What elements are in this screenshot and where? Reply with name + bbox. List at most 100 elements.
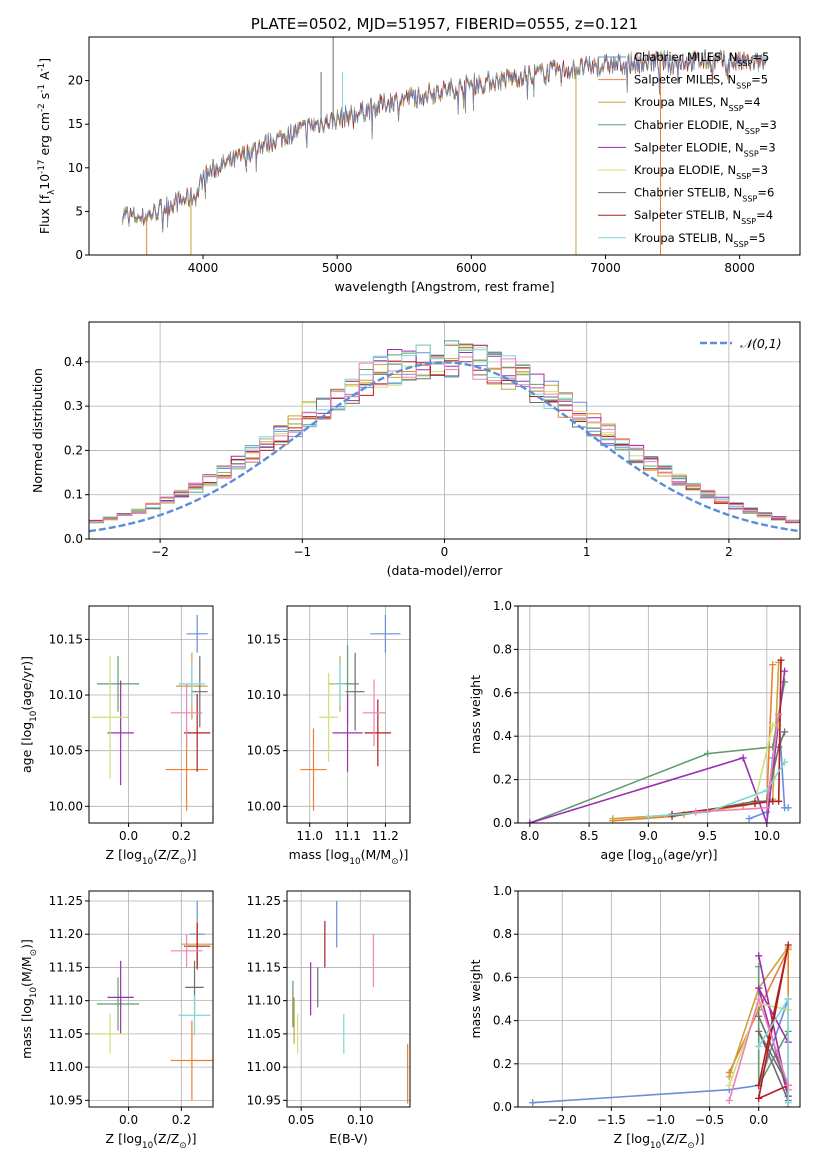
x-tick-label: 8.0 <box>520 829 539 843</box>
y-tick-label: 0.4 <box>493 729 512 743</box>
y-axis-label: mass weight <box>468 675 483 754</box>
y-tick-label: 0.2 <box>64 443 83 457</box>
weight-marker <box>769 721 777 729</box>
y-tick-label: 5 <box>75 204 83 218</box>
y-tick-label: 0 <box>75 248 83 262</box>
x-tick-label: 8000 <box>724 261 755 275</box>
y-tick-label: 10.00 <box>49 799 83 813</box>
x-tick-label: 2 <box>725 545 733 559</box>
panel-weight_vs_Z: −2.0 −1.5 −1.0 −0.5 0.0 0.0 0.2 0.4 0.6 0.8 1.0 Z [… <box>468 884 801 1151</box>
normal-curve <box>89 361 800 533</box>
y-tick-label: 0.8 <box>493 927 512 941</box>
legend-label: 𝒩(0,1) <box>740 336 782 351</box>
legend-label: Salpeter MILES, NSSP=5 <box>634 73 768 91</box>
y-tick-label: 0.8 <box>493 642 512 656</box>
x-tick-label: 11.0 <box>296 829 323 843</box>
x-axis-label: E(B-V) <box>329 1131 368 1146</box>
y-tick-label: 0.2 <box>493 773 512 787</box>
weight-marker <box>755 1043 763 1051</box>
y-tick-label: 0.3 <box>64 399 83 413</box>
axes-frame <box>286 605 411 824</box>
weight-marker <box>751 799 759 807</box>
weight-line-chabrier_elodie <box>529 681 786 823</box>
y-tick-label: 0.4 <box>493 1014 512 1028</box>
y-tick-label: 0.4 <box>64 355 83 369</box>
weight-marker <box>775 797 783 805</box>
weight-marker <box>725 1081 733 1089</box>
weight-marker <box>644 812 652 820</box>
x-axis-label: age [log10(age/yr)] <box>600 847 717 867</box>
x-tick-label: 0.0 <box>119 1113 138 1127</box>
panel-weight_vs_age: 8.0 8.5 9.0 9.5 10.0 0.0 0.2 0.4 0.6 0.8 1.0 age [l… <box>468 599 801 867</box>
weight-marker <box>526 819 534 823</box>
weight-marker <box>784 1081 792 1089</box>
weight-line-chabrier_stelib <box>757 1015 789 1101</box>
y-tick-label: 11.05 <box>49 1027 83 1041</box>
y-tick-label: 10.10 <box>49 688 83 702</box>
y-tick-label: 0.1 <box>64 488 83 502</box>
legend-label: Chabrier MILES, NSSP=5 <box>634 50 769 68</box>
y-tick-label: 11.20 <box>49 927 83 941</box>
y-axis-label: mass weight <box>468 959 483 1038</box>
y-tick-label: 10.05 <box>247 744 281 758</box>
panel-mass_vs_Z: 0.0 0.2 10.95 11.00 11.05 11.10 11.15 11.20 11.2… <box>19 890 214 1151</box>
x-tick-label: −0.5 <box>695 1113 724 1127</box>
histogram-kroupa_stelib <box>89 343 800 523</box>
weight-marker <box>763 804 771 812</box>
weight-marker <box>775 743 783 751</box>
weight-marker <box>784 995 792 1003</box>
y-axis-label: age [log10(age/yr)] <box>19 656 39 773</box>
weight-marker <box>692 808 700 816</box>
x-tick-label: −1 <box>293 545 311 559</box>
y-tick-label: 11.15 <box>247 960 281 974</box>
x-tick-label: 5000 <box>322 261 353 275</box>
chart-title: PLATE=0502, MJD=51957, FIBERID=0555, z=0… <box>251 15 638 33</box>
x-tick-label: −2 <box>151 545 169 559</box>
y-tick-label: 0.6 <box>493 970 512 984</box>
weight-marker <box>781 758 789 766</box>
axes-frame <box>517 890 801 1108</box>
y-tick-label: 10.00 <box>247 799 281 813</box>
x-tick-label: 0.0 <box>749 1113 768 1127</box>
weight-marker <box>755 995 763 1003</box>
x-tick-label: 10.0 <box>753 829 780 843</box>
axes-frame <box>286 890 411 1108</box>
weight-marker <box>781 667 789 675</box>
weight-marker <box>755 1027 763 1035</box>
y-axis-label: Normed distribution <box>30 368 45 493</box>
weight-marker <box>745 815 753 823</box>
plot-area <box>89 340 800 533</box>
weight-marker <box>755 1094 763 1102</box>
x-tick-label: 0.10 <box>347 1113 374 1127</box>
x-axis-label: mass [log10(M/M⊙)] <box>289 847 409 867</box>
y-tick-label: 0.6 <box>493 686 512 700</box>
plot-area <box>122 37 767 255</box>
y-tick-label: 10.10 <box>247 688 281 702</box>
weight-marker <box>529 1099 537 1107</box>
x-tick-label: 0.2 <box>172 829 191 843</box>
x-tick-label: −1.0 <box>646 1113 675 1127</box>
x-axis-label: (data-model)/error <box>387 563 504 578</box>
x-axis-label: Z [log10(Z/Z⊙)] <box>106 1131 197 1151</box>
x-tick-label: 8.5 <box>580 829 599 843</box>
y-tick-label: 11.10 <box>247 994 281 1008</box>
panel-age_vs_mass: 11.0 11.1 11.2 10.00 10.05 10.10 10.15 mass [lo… <box>247 605 411 867</box>
x-tick-label: 7000 <box>590 261 621 275</box>
x-tick-label: 11.1 <box>334 829 361 843</box>
weight-marker <box>775 711 783 718</box>
y-axis-label: mass [log10(M/M⊙)] <box>19 939 39 1059</box>
y-tick-label: 11.25 <box>49 894 83 908</box>
panel-residuals: −2 −1 0 1 2 0.0 0.1 0.2 0.3 0.4 (data-model)/error… <box>30 321 801 578</box>
weight-marker <box>784 941 792 949</box>
axes-frame <box>517 605 801 824</box>
y-tick-label: 11.10 <box>49 994 83 1008</box>
weight-marker <box>725 1097 733 1105</box>
x-axis-label: wavelength [Angstrom, rest frame] <box>334 279 554 294</box>
x-axis-label: Z [log10(Z/Z⊙)] <box>614 1131 705 1151</box>
y-tick-label: 15 <box>68 117 83 131</box>
weight-marker <box>763 819 771 823</box>
y-tick-label: 11.05 <box>247 1027 281 1041</box>
legend-label: Kroupa STELIB, NSSP=5 <box>634 231 766 249</box>
x-tick-label: −2.0 <box>548 1113 577 1127</box>
x-tick-label: 9.5 <box>698 829 717 843</box>
